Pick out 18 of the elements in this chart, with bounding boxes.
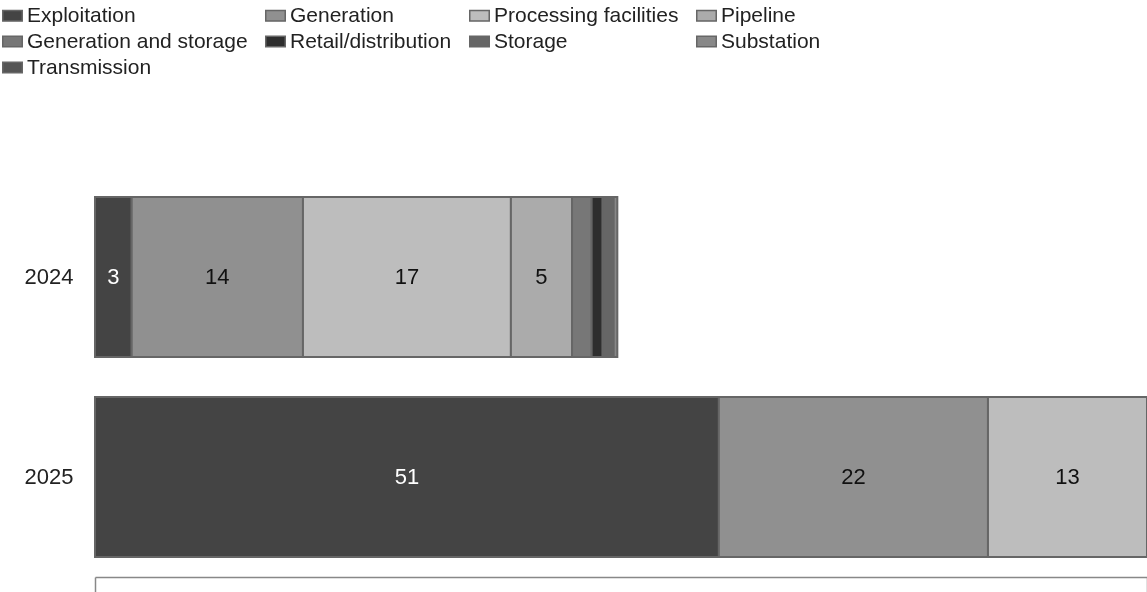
legend-label: Generation and storage	[27, 28, 248, 52]
legend-label: Retail/distribution	[290, 28, 452, 52]
y-tick-label: 2024	[24, 264, 74, 289]
legend-label: Substation	[721, 28, 821, 52]
legend-label: Processing facilities	[494, 2, 679, 26]
legend-label: Generation	[290, 2, 394, 26]
data-label: 17	[394, 264, 420, 289]
data-label: 14	[205, 264, 230, 289]
legend-label: Storage	[494, 28, 568, 52]
data-label: 22	[841, 464, 866, 489]
data-label: 3	[107, 264, 120, 289]
legend-label: Pipeline	[721, 2, 796, 26]
legend-label: Exploitation	[27, 2, 136, 26]
legend-label: Transmission	[27, 54, 152, 78]
data-label: 5	[535, 264, 548, 289]
data-label: 51	[394, 464, 420, 489]
data-label: 13	[1055, 464, 1080, 489]
y-tick-label: 2025	[24, 464, 74, 489]
